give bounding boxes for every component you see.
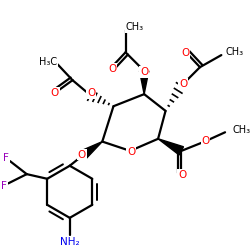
- Text: O: O: [51, 88, 59, 98]
- Text: O: O: [78, 150, 86, 160]
- Text: CH₃: CH₃: [126, 22, 144, 32]
- Text: F: F: [2, 181, 7, 191]
- Text: NH₂: NH₂: [60, 237, 80, 247]
- Text: O: O: [87, 88, 95, 98]
- Text: O: O: [181, 48, 189, 58]
- Text: O: O: [202, 136, 210, 146]
- Polygon shape: [81, 142, 102, 158]
- Text: O: O: [127, 147, 135, 157]
- Text: O: O: [108, 64, 117, 74]
- Polygon shape: [158, 139, 184, 155]
- Text: O: O: [179, 79, 187, 89]
- Text: CH₃: CH₃: [226, 47, 244, 57]
- Text: O: O: [178, 170, 186, 180]
- Polygon shape: [140, 71, 149, 94]
- Text: CH₃: CH₃: [232, 126, 250, 136]
- Text: O: O: [140, 67, 148, 77]
- Text: F: F: [3, 153, 9, 163]
- Text: H₃C: H₃C: [39, 56, 58, 66]
